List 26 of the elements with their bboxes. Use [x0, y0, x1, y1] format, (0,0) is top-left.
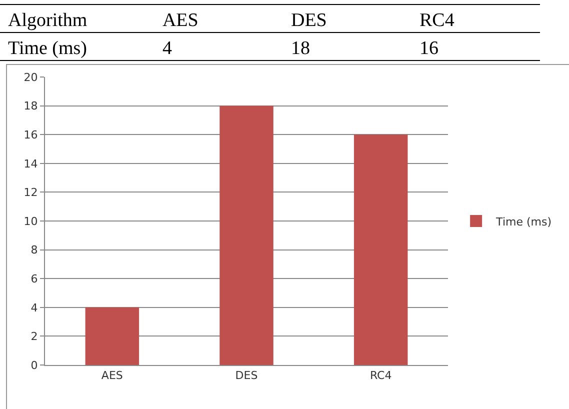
text: 18 [290, 37, 311, 60]
y-tick-label: 12 [24, 186, 38, 200]
bar [85, 307, 140, 365]
text: Algorithm [7, 9, 88, 32]
bar [220, 106, 274, 365]
y-tick-label: 16 [24, 128, 38, 142]
y-tick-label: 2 [30, 330, 38, 344]
y-tick-label: 14 [24, 157, 38, 170]
y-tick-label: 20 [24, 70, 38, 84]
legend-label: Time (ms) [495, 215, 552, 228]
category-label: AES [161, 9, 200, 32]
bar [354, 134, 408, 365]
category-label: DES [290, 9, 328, 32]
y-tick-label: 8 [30, 244, 38, 257]
x-tick-label: DES [235, 369, 258, 382]
y-tick-label: 6 [30, 272, 38, 286]
category-label: RC4 [418, 9, 456, 32]
text: Time (ms) [7, 37, 88, 60]
x-tick-label: RC4 [370, 369, 392, 382]
y-tick-label: 10 [24, 214, 38, 228]
text: 16 [418, 37, 440, 60]
y-tick-label: 18 [24, 100, 38, 113]
y-tick-label: 0 [30, 358, 38, 372]
x-tick-label: AES [101, 369, 123, 382]
text: 4 [161, 37, 173, 60]
y-tick-label: 4 [30, 301, 38, 314]
